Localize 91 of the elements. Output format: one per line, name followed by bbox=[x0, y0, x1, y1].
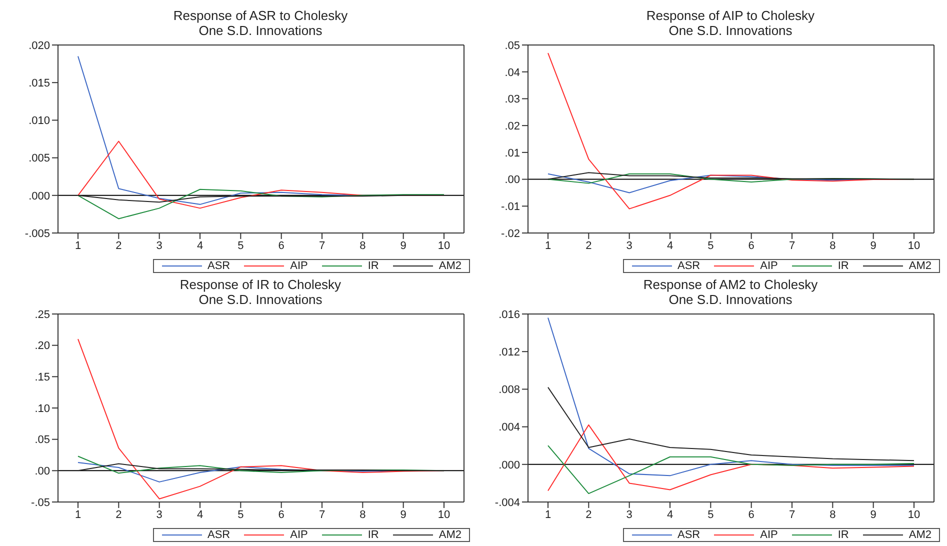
legend-label: ASR bbox=[208, 529, 230, 541]
legend-label: AIP bbox=[760, 529, 778, 541]
x-tick-label: 7 bbox=[318, 508, 326, 521]
legend-label: AM2 bbox=[438, 260, 462, 272]
y-tick-label: -.005 bbox=[24, 228, 50, 240]
x-tick-label: 10 bbox=[908, 508, 920, 521]
x-tick-label: 2 bbox=[586, 240, 592, 252]
x-tick-label: 5 bbox=[238, 240, 244, 252]
x-tick-label: 7 bbox=[788, 240, 796, 252]
chart-title: Response of IR to Cholesky bbox=[178, 277, 342, 292]
x-tick-label: 2 bbox=[116, 240, 122, 252]
legend-label: AM2 bbox=[908, 260, 932, 272]
y-tick-label: .05 bbox=[34, 434, 50, 446]
y-tick-label: .01 bbox=[504, 147, 520, 160]
x-tick-label: 5 bbox=[238, 508, 244, 521]
x-tick-label: 4 bbox=[666, 240, 674, 252]
y-tick-label: .000 bbox=[498, 459, 520, 472]
y-tick-label: .012 bbox=[498, 346, 520, 359]
y-tick-label: .000 bbox=[28, 190, 50, 202]
y-tick-label: .03 bbox=[504, 94, 520, 106]
chart-subtitle: One S.D. Innovations bbox=[198, 23, 324, 38]
x-tick-label: 8 bbox=[360, 508, 366, 521]
chart-subtitle: One S.D. Innovations bbox=[198, 292, 324, 307]
x-tick-label: 5 bbox=[708, 508, 714, 521]
x-tick-label: 10 bbox=[908, 240, 920, 252]
y-tick-label: .00 bbox=[34, 466, 50, 478]
x-tick-label: 4 bbox=[196, 508, 204, 521]
y-tick-label: .10 bbox=[34, 402, 50, 415]
y-tick-label: .00 bbox=[504, 174, 520, 186]
legend-label: AIP bbox=[290, 260, 308, 272]
x-tick-label: 3 bbox=[156, 240, 162, 252]
x-tick-label: 7 bbox=[788, 508, 796, 521]
x-tick-label: 10 bbox=[438, 508, 450, 521]
chart-title: Response of AIP to Cholesky bbox=[645, 8, 816, 23]
x-tick-label: 1 bbox=[74, 508, 82, 521]
x-tick-label: 9 bbox=[870, 508, 876, 521]
y-tick-label: .020 bbox=[28, 40, 50, 52]
legend-label: ASR bbox=[678, 529, 700, 541]
y-tick-label: .016 bbox=[498, 308, 520, 321]
x-tick-label: 8 bbox=[830, 240, 836, 252]
y-tick-label: .005 bbox=[28, 152, 50, 165]
y-tick-label: -.01 bbox=[501, 201, 520, 214]
x-tick-label: 1 bbox=[544, 240, 552, 252]
legend-label: IR bbox=[368, 260, 379, 272]
x-tick-label: 5 bbox=[708, 240, 714, 252]
legend-label: AIP bbox=[760, 260, 778, 272]
y-tick-label: .008 bbox=[498, 384, 520, 396]
x-tick-label: 3 bbox=[626, 508, 632, 521]
x-tick-label: 6 bbox=[748, 508, 754, 521]
legend-label: AM2 bbox=[908, 529, 932, 541]
y-tick-label: .15 bbox=[34, 372, 50, 384]
x-tick-label: 3 bbox=[156, 508, 162, 521]
x-tick-label: 9 bbox=[400, 240, 406, 252]
legend-label: ASR bbox=[678, 260, 700, 272]
legend-label: AIP bbox=[290, 529, 308, 541]
y-tick-label: .02 bbox=[504, 120, 520, 132]
y-tick-label: -.05 bbox=[31, 496, 50, 509]
x-tick-label: 10 bbox=[438, 240, 450, 252]
y-tick-label: -.004 bbox=[494, 496, 520, 509]
chart-subtitle: One S.D. Innovations bbox=[668, 292, 794, 307]
x-tick-label: 2 bbox=[116, 508, 122, 521]
y-tick-label: .20 bbox=[34, 340, 50, 352]
y-tick-label: .004 bbox=[498, 422, 520, 434]
x-tick-label: 4 bbox=[666, 508, 674, 521]
x-tick-label: 3 bbox=[626, 240, 632, 252]
chart-title: Response of AM2 to Cholesky bbox=[642, 277, 819, 292]
x-tick-label: 9 bbox=[400, 508, 406, 521]
chart-title: Response of ASR to Cholesky bbox=[172, 8, 349, 23]
legend-label: AM2 bbox=[438, 529, 462, 541]
y-tick-label: .25 bbox=[34, 308, 50, 321]
legend-label: IR bbox=[368, 529, 379, 541]
x-tick-label: 1 bbox=[544, 508, 552, 521]
x-tick-label: 6 bbox=[278, 240, 284, 252]
x-tick-label: 6 bbox=[748, 240, 754, 252]
x-tick-label: 8 bbox=[360, 240, 366, 252]
x-tick-label: 2 bbox=[586, 508, 592, 521]
y-tick-label: .010 bbox=[28, 115, 50, 128]
legend-label: IR bbox=[838, 529, 849, 541]
legend-label: ASR bbox=[208, 260, 230, 272]
x-tick-label: 9 bbox=[870, 240, 876, 252]
x-tick-label: 6 bbox=[278, 508, 284, 521]
x-tick-label: 7 bbox=[318, 240, 326, 252]
y-tick-label: -.02 bbox=[501, 228, 520, 240]
y-tick-label: .05 bbox=[504, 40, 520, 52]
chart-subtitle: One S.D. Innovations bbox=[668, 23, 794, 38]
x-tick-label: 4 bbox=[196, 240, 204, 252]
x-tick-label: 1 bbox=[74, 240, 82, 252]
y-tick-label: .015 bbox=[28, 78, 50, 90]
y-tick-label: .04 bbox=[504, 66, 520, 79]
legend-label: IR bbox=[838, 260, 849, 272]
x-tick-label: 8 bbox=[830, 508, 836, 521]
